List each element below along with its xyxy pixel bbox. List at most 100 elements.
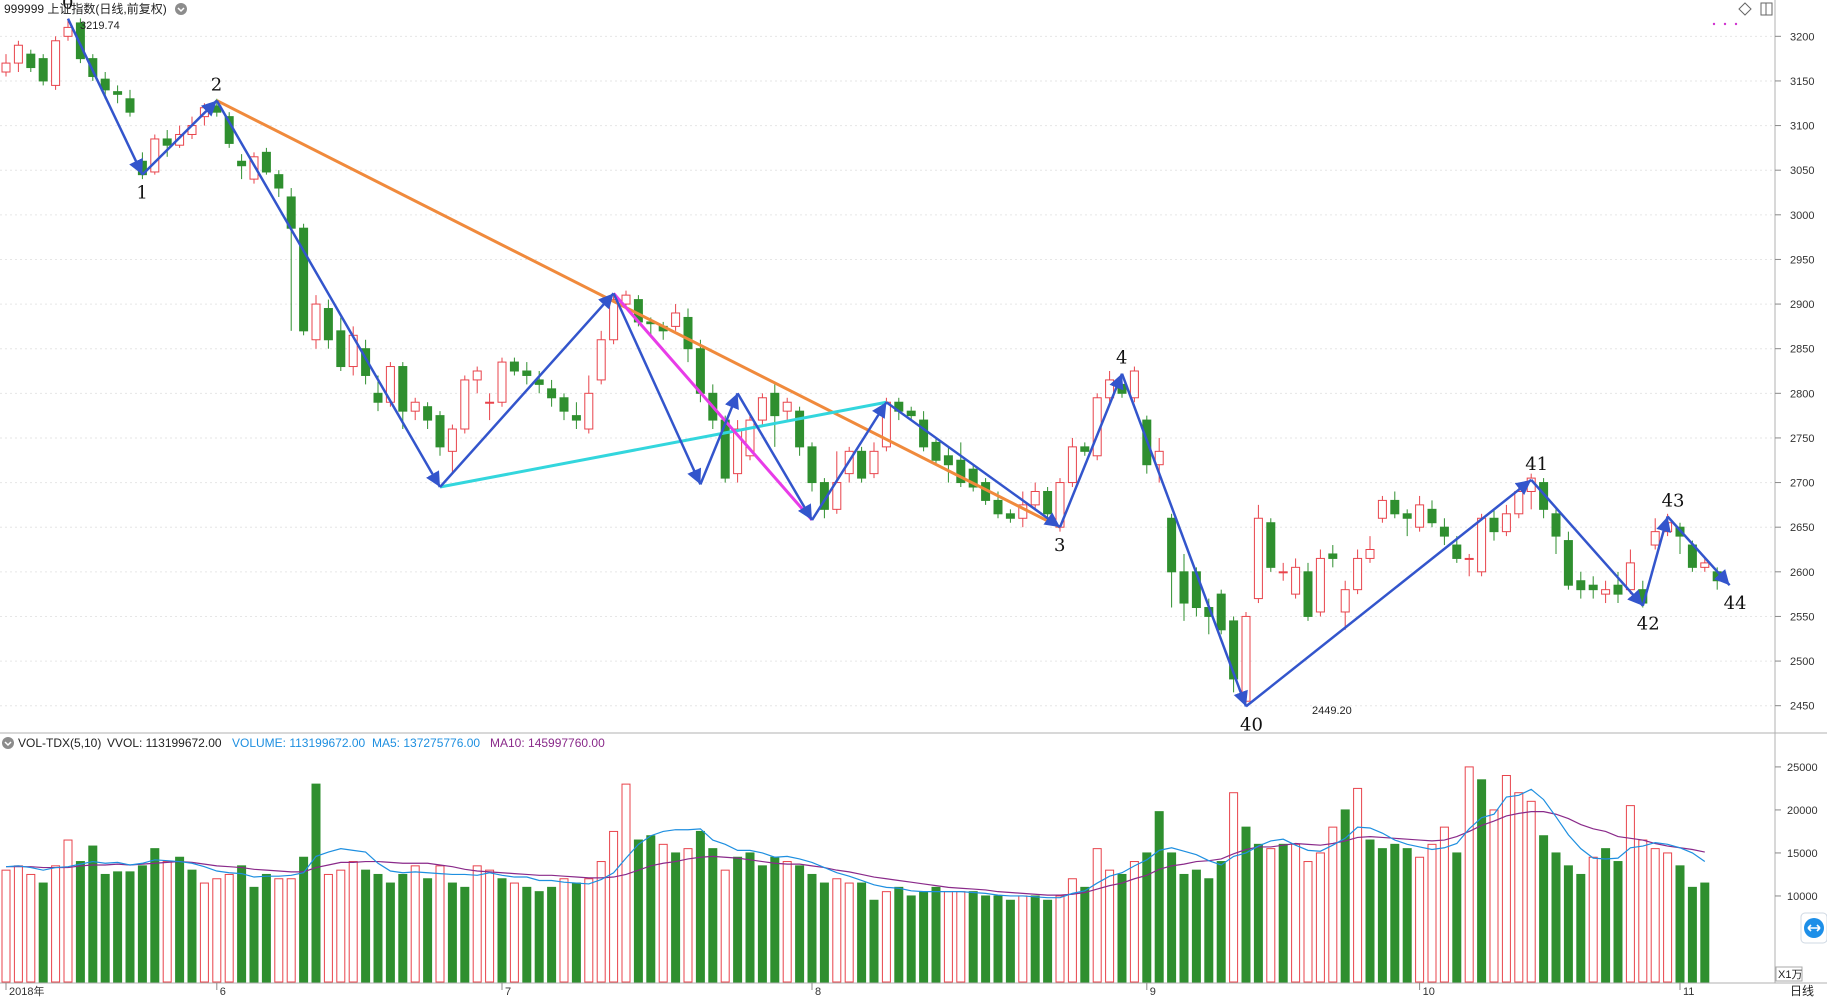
time-tick-label: 6 (220, 986, 226, 998)
volume-bar-up (162, 861, 172, 983)
volume-bar-down (646, 835, 656, 983)
volume-bar-up (1663, 852, 1673, 983)
price-tick-label: 3150 (1790, 76, 1814, 88)
volume-bar-down (1142, 852, 1152, 983)
volume-bar-up (410, 865, 420, 983)
candle-up (1241, 615, 1251, 702)
volume-bar-up (1018, 895, 1028, 983)
candle-down (559, 397, 569, 412)
volume-bar-down (1043, 899, 1053, 983)
price-axis: 3200 3150 3100 3050 3000 2950 2900 2850 2800 2750… (1775, 31, 1814, 713)
wave-label: 43 (1662, 490, 1685, 511)
volume-bar-down (1613, 861, 1623, 983)
candle-up (1514, 490, 1524, 515)
price-tick-label: 2900 (1790, 299, 1814, 311)
volume-bar-up (1291, 843, 1301, 983)
volume-bar-up (472, 865, 482, 983)
volume-bar-down (1241, 826, 1251, 983)
candle-down (373, 392, 383, 403)
candle-down (75, 22, 85, 60)
time-axis: 2018年6789101112 (5, 983, 1694, 998)
symbol-title: 999999 上证指数(日线,前复权) (4, 1, 167, 16)
volume-bar-down (1340, 809, 1350, 983)
wave-segment (1245, 478, 1532, 708)
candle-down (1005, 513, 1015, 519)
volume-bar-down (795, 865, 805, 983)
volume-bar-up (1303, 861, 1313, 983)
volume-bar-down (1402, 848, 1412, 983)
candle-down (683, 316, 693, 350)
volume-bar-down (1377, 848, 1387, 983)
candle-up (63, 26, 73, 37)
volume-bar-down (447, 882, 457, 983)
volume-bar-up (1526, 800, 1536, 983)
diamond-icon[interactable] (1738, 2, 1752, 16)
candle-up (869, 450, 879, 475)
volume-bar-down (299, 856, 309, 983)
dots-icon (1712, 22, 1738, 26)
volume-bar-down (113, 871, 123, 983)
candle-up (671, 312, 681, 327)
volume-tick-label: 10000 (1787, 891, 1818, 903)
candle-up (1291, 566, 1301, 595)
price-tick-label: 3050 (1790, 165, 1814, 177)
volume-bar-up (224, 873, 234, 983)
candle-down (38, 58, 48, 82)
price-tick-label: 2850 (1790, 344, 1814, 356)
remote-control-button[interactable] (1800, 912, 1827, 944)
volume-bar-down (919, 891, 929, 983)
volume-bar-down (1216, 861, 1226, 983)
candle-up (1278, 571, 1288, 574)
wave-segment (1530, 479, 1644, 607)
volume-bar-down (261, 873, 271, 983)
wave-segment (1641, 516, 1671, 607)
volume-bar-up (1489, 809, 1499, 983)
volume-bar-down (1576, 873, 1586, 983)
candle-down (336, 330, 346, 368)
volume-bar-down (497, 878, 507, 983)
symbol-menu-icon[interactable] (175, 3, 187, 15)
candle-down (695, 348, 705, 394)
candle-down (423, 406, 433, 421)
volume-bar-down (125, 871, 135, 983)
price-tick-label: 2450 (1790, 701, 1814, 713)
volume-bar-down (150, 848, 160, 983)
wave-label: 44 (1724, 593, 1747, 614)
volume-bar-down (857, 882, 867, 983)
volume-bar-down (671, 852, 681, 983)
candle-down (88, 58, 98, 77)
wave-segment (699, 392, 739, 485)
candle-down (1439, 526, 1449, 537)
candle-down (1551, 513, 1561, 537)
volume-bar-up (609, 830, 619, 983)
volume-bar-down (88, 845, 98, 983)
candle-down (237, 160, 247, 167)
candle-down (435, 415, 445, 448)
volume-bar-up (1067, 878, 1077, 983)
candle-down (100, 78, 110, 91)
price-tick-label: 3000 (1790, 210, 1814, 222)
time-tick-label: 9 (1150, 986, 1156, 998)
volume-bar-down (993, 895, 1003, 983)
volume-menu-icon[interactable] (2, 737, 14, 749)
time-tick-label: 10 (1423, 986, 1435, 998)
wave-label: 1 (136, 183, 147, 204)
volume-bar-down (534, 891, 544, 983)
price-tick-label: 3100 (1790, 121, 1814, 133)
trendline-group (216, 99, 1061, 529)
volume-bar-up (274, 878, 284, 983)
volume-bar-up (286, 878, 296, 983)
candle-up (1030, 490, 1040, 506)
volume-bar-down (906, 895, 916, 983)
wave-label: 40 (1240, 714, 1263, 735)
volume-bar-down (373, 873, 383, 983)
wave-segment (66, 18, 144, 176)
volume-bar-down (1539, 835, 1549, 983)
volume-bar-up (348, 861, 358, 983)
volume-bar-up (1092, 848, 1102, 983)
volume-bar-up (1588, 856, 1598, 983)
time-tick-label: 8 (815, 986, 821, 998)
